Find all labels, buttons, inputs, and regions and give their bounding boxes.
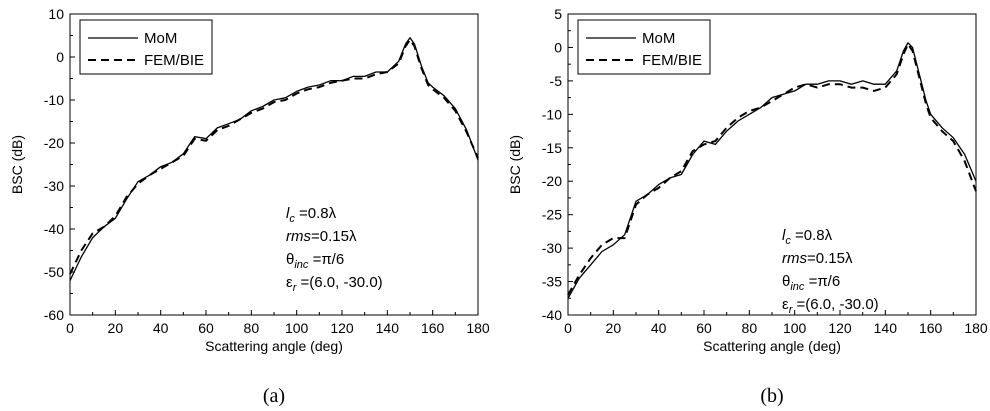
legend-entry: FEM/BIE xyxy=(144,52,204,69)
x-tick-label: 20 xyxy=(606,320,622,336)
y-tick-label: 0 xyxy=(554,39,562,55)
series-line-mom xyxy=(567,42,977,299)
y-tick-label: -40 xyxy=(542,307,562,323)
legend: MoM FEM/BIE xyxy=(79,19,213,75)
x-tick-label: 120 xyxy=(330,320,354,336)
y-tick-label: -15 xyxy=(542,140,562,156)
y-tick-label: -10 xyxy=(542,106,562,122)
annotation-rms: rms=0.15λ xyxy=(782,250,853,267)
x-tick-label: 160 xyxy=(421,320,445,336)
y-tick-label: -60 xyxy=(44,307,64,323)
panel-caption: (b) xyxy=(760,385,783,407)
x-axis-label: Scattering angle (deg) xyxy=(703,338,841,354)
y-tick-label: -5 xyxy=(550,73,563,89)
y-tick-label: 5 xyxy=(554,6,562,22)
series-line-fem-bie xyxy=(567,43,977,296)
annotation-lc: lc =0.8λ xyxy=(782,227,833,247)
x-tick-label: 160 xyxy=(919,320,943,336)
x-tick-label: 80 xyxy=(742,320,758,336)
annotation-theta: θinc =π/6 xyxy=(782,273,840,293)
x-tick-label: 180 xyxy=(964,320,988,336)
x-tick-label: 0 xyxy=(564,320,572,336)
legend-box xyxy=(79,19,213,75)
legend: MoM FEM/BIE xyxy=(577,19,711,75)
annotation-rms: rms=0.15λ xyxy=(286,228,357,245)
x-tick-label: 140 xyxy=(376,320,400,336)
x-tick-label: 100 xyxy=(285,320,309,336)
y-tick-label: -10 xyxy=(44,92,64,108)
y-tick-label: -30 xyxy=(44,178,64,194)
y-tick-label: -20 xyxy=(44,135,64,151)
y-tick-label: -20 xyxy=(542,173,562,189)
parameter-annotations: lc =0.8λ rms=0.15λ θinc =π/6 εr =(6.0, -30.… xyxy=(286,205,383,294)
x-tick-label: 100 xyxy=(783,320,807,336)
panel-a: 0 20 40 60 80 100 120 140 160 180-60-50-40-30-20-… xyxy=(9,6,490,407)
legend-entry: MoM xyxy=(642,30,675,47)
y-tick-label: 0 xyxy=(56,49,64,65)
parameter-annotations: lc =0.8λ rms=0.15λ θinc =π/6 εr =(6.0, -30.… xyxy=(782,227,879,316)
x-tick-label: 0 xyxy=(66,320,74,336)
x-tick-label: 80 xyxy=(244,320,260,336)
legend-entry: MoM xyxy=(144,30,177,47)
annotation-theta: θinc =π/6 xyxy=(286,251,344,271)
y-tick-label: -35 xyxy=(542,274,562,290)
annotation-eps: εr =(6.0, -30.0) xyxy=(286,274,383,294)
legend-box xyxy=(577,19,711,75)
annotation-eps: εr =(6.0, -30.0) xyxy=(782,296,879,316)
y-tick-label: -50 xyxy=(44,264,64,280)
x-tick-label: 40 xyxy=(651,320,667,336)
y-axis-label: BSC (dB) xyxy=(9,135,25,194)
x-tick-label: 120 xyxy=(828,320,852,336)
annotation-lc: lc =0.8λ xyxy=(286,205,337,225)
y-tick-label: -30 xyxy=(542,240,562,256)
y-tick-label: -25 xyxy=(542,207,562,223)
series-line-fem-bie xyxy=(69,38,479,275)
panel-b: 0 20 40 60 80 100 120 140 160 180 -40 -35 -30 -25 -20 -… xyxy=(507,6,988,407)
y-axis-label: BSC (dB) xyxy=(507,135,523,194)
x-tick-label: 180 xyxy=(466,320,490,336)
legend-entry: FEM/BIE xyxy=(642,52,702,69)
x-axis-label: Scattering angle (deg) xyxy=(205,338,343,354)
y-tick-label: 10 xyxy=(48,6,64,22)
x-tick-label: 40 xyxy=(153,320,169,336)
panel-caption: (a) xyxy=(263,385,285,407)
x-tick-label: 60 xyxy=(198,320,214,336)
x-tick-label: 60 xyxy=(696,320,712,336)
x-tick-label: 20 xyxy=(108,320,124,336)
x-tick-label: 140 xyxy=(874,320,898,336)
y-tick-label: -40 xyxy=(44,221,64,237)
